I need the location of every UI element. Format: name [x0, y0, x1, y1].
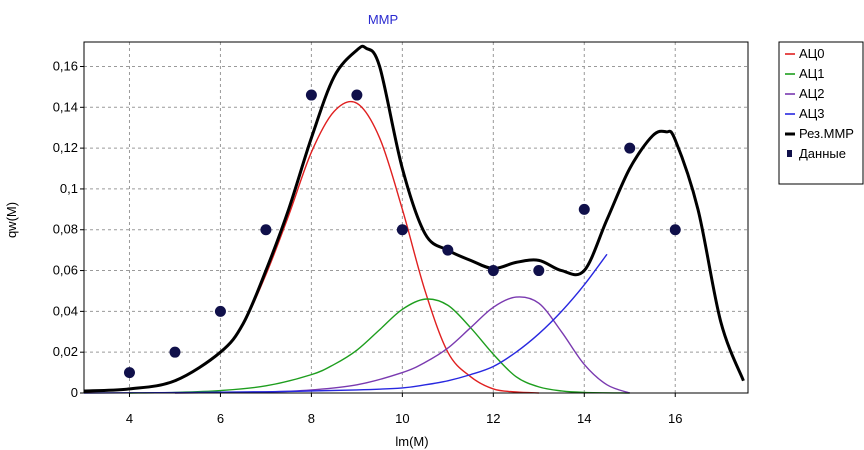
x-axis-ticks: 4 6 8 10 12 14 16 [126, 393, 682, 426]
chart-points [123, 89, 681, 379]
series-line-3 [174, 296, 630, 394]
data-point [533, 265, 545, 277]
legend-swatch [787, 150, 792, 157]
y-axis-label: qw(M) [4, 202, 19, 238]
series-line-5 [83, 44, 745, 393]
plot-frame [83, 41, 749, 394]
x-tick-label: 6 [217, 411, 224, 426]
x-tick-label: 4 [126, 411, 133, 426]
data-point [624, 142, 636, 154]
legend-label: АЦ0 [799, 46, 825, 61]
x-tick-label: 8 [308, 411, 315, 426]
legend-label: Рез.MMP [799, 126, 854, 141]
y-tick-label: 0,14 [53, 99, 78, 114]
y-tick-label: 0 [71, 385, 78, 400]
legend-box [778, 41, 864, 185]
y-tick-label: 0,04 [53, 303, 78, 318]
data-point [260, 224, 272, 236]
y-tick-label: 0,1 [60, 181, 78, 196]
y-tick-label: 0,16 [53, 58, 78, 73]
data-point [396, 224, 408, 236]
y-tick-label: 0,08 [53, 222, 78, 237]
y-tick-label: 0,02 [53, 344, 78, 359]
x-tick-label: 14 [577, 411, 591, 426]
x-tick-label: 16 [668, 411, 682, 426]
chart-grid [84, 42, 748, 394]
x-axis-label: lm(M) [395, 434, 428, 449]
x-tick-label: 12 [486, 411, 500, 426]
data-point [169, 346, 181, 358]
series-line-4 [83, 253, 608, 394]
data-point [669, 224, 681, 236]
y-tick-label: 0,12 [53, 140, 78, 155]
chart-title: MMP [368, 12, 398, 27]
series-line-2 [129, 298, 630, 394]
data-point [123, 367, 135, 379]
legend-label: АЦ3 [799, 106, 825, 121]
legend-label: АЦ2 [799, 86, 825, 101]
chart-curves [83, 44, 745, 394]
data-point [487, 265, 499, 277]
legend: АЦ0 АЦ1 АЦ2 АЦ3 Рез.MMP Данные [778, 41, 864, 185]
legend-label: Данные [799, 146, 846, 161]
data-point [305, 89, 317, 101]
data-point [442, 244, 454, 256]
data-point [578, 203, 590, 215]
legend-label: АЦ1 [799, 66, 825, 81]
y-axis-ticks: 0 0,02 0,04 0,06 0,08 0,1 0,12 0,14 0,16 [53, 58, 84, 400]
data-point [351, 89, 363, 101]
y-tick-label: 0,06 [53, 263, 78, 278]
x-tick-label: 10 [395, 411, 409, 426]
data-point [214, 305, 226, 317]
